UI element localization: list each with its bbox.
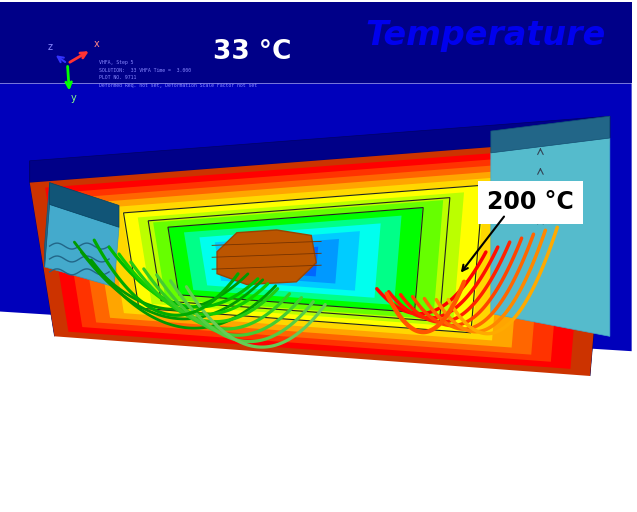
Polygon shape bbox=[0, 2, 632, 83]
Polygon shape bbox=[45, 183, 50, 267]
Text: x: x bbox=[94, 39, 100, 49]
Polygon shape bbox=[107, 177, 506, 340]
Text: Temperature: Temperature bbox=[366, 19, 606, 52]
Polygon shape bbox=[184, 216, 401, 305]
Polygon shape bbox=[30, 161, 55, 336]
Polygon shape bbox=[92, 169, 527, 348]
Polygon shape bbox=[45, 204, 119, 287]
Polygon shape bbox=[153, 200, 443, 319]
Text: PLOT NO. 9711: PLOT NO. 9711 bbox=[99, 75, 136, 80]
Polygon shape bbox=[199, 223, 381, 298]
Polygon shape bbox=[30, 116, 610, 183]
Polygon shape bbox=[30, 138, 610, 376]
Polygon shape bbox=[491, 138, 610, 336]
Polygon shape bbox=[0, 83, 632, 351]
Text: 33 °C: 33 °C bbox=[213, 39, 292, 65]
Polygon shape bbox=[215, 231, 360, 291]
Polygon shape bbox=[169, 208, 422, 312]
Text: 200 °C: 200 °C bbox=[487, 190, 574, 215]
Text: z: z bbox=[48, 42, 53, 52]
Polygon shape bbox=[61, 154, 568, 362]
Polygon shape bbox=[76, 161, 547, 355]
Polygon shape bbox=[590, 116, 610, 376]
Text: SOLUTION:  33 VHFA Time =  3.000: SOLUTION: 33 VHFA Time = 3.000 bbox=[99, 68, 191, 73]
Polygon shape bbox=[50, 183, 119, 227]
Text: y: y bbox=[71, 93, 76, 103]
Polygon shape bbox=[138, 193, 464, 326]
Polygon shape bbox=[122, 185, 485, 333]
Text: VHFA, Step 5: VHFA, Step 5 bbox=[99, 59, 134, 65]
Polygon shape bbox=[261, 254, 297, 269]
Polygon shape bbox=[217, 230, 316, 285]
Polygon shape bbox=[230, 239, 339, 284]
Polygon shape bbox=[257, 252, 296, 274]
Polygon shape bbox=[491, 116, 610, 153]
Text: Deformed Req. not set, Deformation Scale Factor not set: Deformed Req. not set, Deformation Scale… bbox=[99, 83, 257, 89]
Polygon shape bbox=[246, 247, 318, 276]
Polygon shape bbox=[45, 146, 589, 369]
